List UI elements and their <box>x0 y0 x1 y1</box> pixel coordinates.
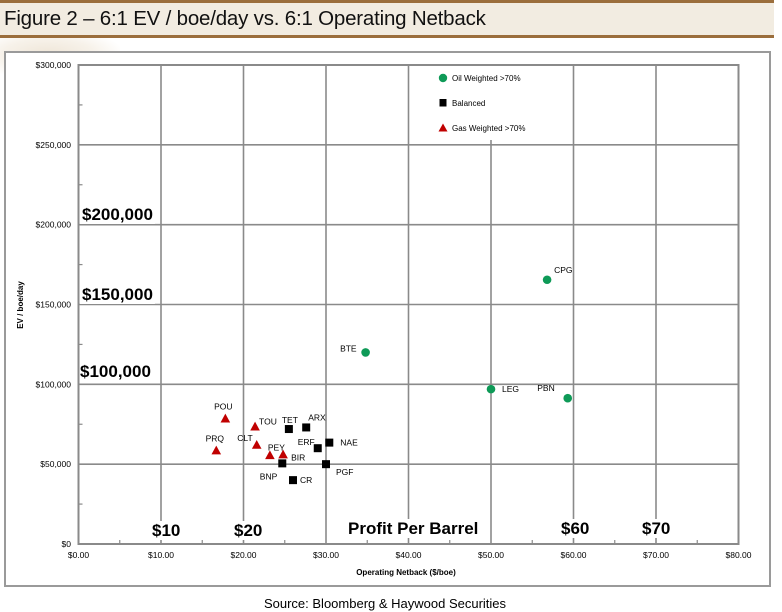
point-label: BTE <box>340 343 357 353</box>
legend-oil-marker-icon <box>438 73 448 83</box>
x-tick-label: $0.00 <box>68 550 90 560</box>
annotation-background <box>232 521 265 540</box>
point-label: ERF <box>298 437 315 447</box>
y-tick-label: $100,000 <box>36 379 72 389</box>
legend: Oil Weighted >70% Balanced Gas Weighted … <box>415 66 567 140</box>
point-label: NAE <box>340 438 358 448</box>
data-point-pgf <box>322 460 330 469</box>
annotation-background <box>346 519 481 538</box>
point-label: LEG <box>502 384 519 394</box>
source-note: Source: Bloomberg & Haywood Securities <box>263 596 507 611</box>
data-point-bnp <box>278 459 287 468</box>
chart-frame <box>4 51 771 587</box>
annotation-label: $10 <box>152 521 180 540</box>
data-point-tou <box>250 421 260 431</box>
figure-title: Figure 2 – 6:1 EV / boe/day vs. 6:1 Oper… <box>4 7 486 30</box>
legend-gas-label: Gas Weighted >70% <box>452 124 525 133</box>
legend-balanced-label: Balanced <box>452 99 485 108</box>
point-label: CPG <box>554 265 572 275</box>
x-tick-label: $40.00 <box>396 550 422 560</box>
x-tick-label: $20.00 <box>231 550 257 560</box>
figure-header: Figure 2 – 6:1 EV / boe/day vs. 6:1 Oper… <box>0 0 774 38</box>
point-label: PRQ <box>206 434 225 444</box>
annotation-label: Profit Per Barrel <box>348 519 478 538</box>
x-tick-label: $70.00 <box>643 550 669 560</box>
point-label: PGF <box>336 467 353 477</box>
annotation-label: $20 <box>234 521 262 540</box>
point-label: CR <box>300 475 312 485</box>
data-point-clt <box>251 440 262 449</box>
y-tick-label: $150,000 <box>36 300 72 310</box>
point-label: POU <box>214 402 232 412</box>
annotation-background <box>78 362 153 381</box>
y-tick-label: $50,000 <box>40 459 71 469</box>
data-points: BTE LEG CPG PBN TET ARX ERF NAE BNP PGF CR POU PRQ TO… <box>206 265 573 485</box>
point-label: PBN <box>537 383 554 393</box>
y-tick-label: $250,000 <box>36 140 72 150</box>
legend-balanced-marker-icon <box>439 99 447 107</box>
data-point-cpg <box>542 275 552 285</box>
data-point-pey <box>265 450 275 460</box>
annotation-background <box>150 521 183 540</box>
legend-oil-label: Oil Weighted >70% <box>452 74 521 83</box>
legend-gas-marker-icon <box>438 123 448 132</box>
data-point-pbn <box>563 393 573 403</box>
x-tick-label: $50.00 <box>478 550 504 560</box>
annotations: $200,000 $150,000 $100,000 $10 $20 Profit Per… <box>78 205 673 540</box>
data-point-cr <box>289 476 297 485</box>
x-tick-label: $30.00 <box>313 550 339 560</box>
data-point-bte <box>361 348 370 357</box>
y-tick-label: $0 <box>62 539 72 549</box>
annotation-label: $100,000 <box>80 362 151 381</box>
annotation-background <box>80 285 155 304</box>
data-point-arx <box>302 423 311 432</box>
x-axis-title: Operating Netback ($/boe) <box>356 568 456 577</box>
point-label: TOU <box>259 417 277 427</box>
annotation-background <box>80 205 155 224</box>
point-label: CLT <box>237 433 252 443</box>
annotation-label: $200,000 <box>82 205 153 224</box>
x-tick-label: $80.00 <box>726 550 752 560</box>
data-point-pou <box>220 413 231 423</box>
data-point-prq <box>211 445 222 455</box>
y-axis-title: EV / boe/day <box>16 281 25 329</box>
x-tick-label: $60.00 <box>561 550 587 560</box>
annotation-background <box>640 519 673 538</box>
plot-area-border <box>77 64 740 545</box>
annotation-background <box>559 519 592 538</box>
annotation-label: $70 <box>642 519 670 538</box>
annotation-label: $60 <box>561 519 589 538</box>
data-point-nae <box>325 438 334 447</box>
point-label: PEY <box>268 442 285 452</box>
point-label: ARX <box>308 412 326 422</box>
y-tick-label: $200,000 <box>36 220 72 230</box>
axes: $0.00 $10.00 $20.00 $30.00 $40.00 $50.00 $60.0… <box>36 60 752 560</box>
y-tick-label: $300,000 <box>36 60 72 70</box>
data-point-tet <box>284 425 293 434</box>
data-point-erf <box>313 444 322 453</box>
point-label: BIR <box>291 453 305 463</box>
point-label: BNP <box>260 471 278 481</box>
annotation-label: $150,000 <box>82 285 153 304</box>
data-point-bir <box>278 449 288 459</box>
x-tick-label: $10.00 <box>148 550 174 560</box>
point-label: TET <box>282 415 298 425</box>
data-point-leg <box>486 384 496 394</box>
